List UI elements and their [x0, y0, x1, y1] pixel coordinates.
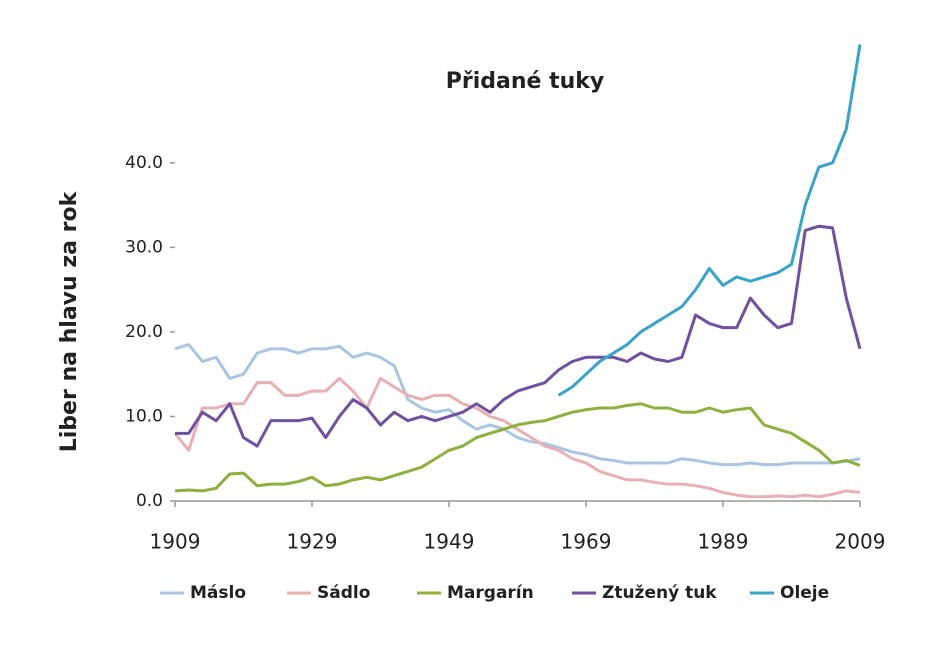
legend-label: Sádlo — [317, 583, 370, 603]
x-tick-label: 1929 — [287, 530, 338, 554]
series-line — [175, 224, 862, 448]
x-tick-label: 1949 — [424, 530, 475, 554]
x-tick-label: 1989 — [698, 530, 749, 554]
x-tick-label: 1909 — [150, 530, 201, 554]
y-tick-label: 0.0 — [136, 491, 163, 511]
y-tick-label: 10.0 — [125, 406, 163, 426]
y-tick-label: 20.0 — [125, 322, 163, 342]
x-tick-label: 2009 — [835, 530, 886, 554]
y-tick-label: 30.0 — [125, 237, 163, 257]
legend-label: Máslo — [190, 583, 246, 603]
x-tick-label: 1969 — [561, 530, 612, 554]
legend-label: Margarín — [447, 583, 534, 603]
legend-label: Oleje — [780, 583, 829, 603]
chart-title: Přidané tuky — [446, 69, 605, 94]
legend-label: Ztužený tuk — [602, 583, 717, 603]
series-line — [173, 376, 861, 499]
y-tick-label: 40.0 — [125, 153, 163, 173]
series-line — [174, 402, 861, 493]
series-line — [174, 343, 861, 467]
series-line — [557, 44, 862, 397]
y-axis-label: Liber na hlavu za rok — [57, 190, 82, 452]
